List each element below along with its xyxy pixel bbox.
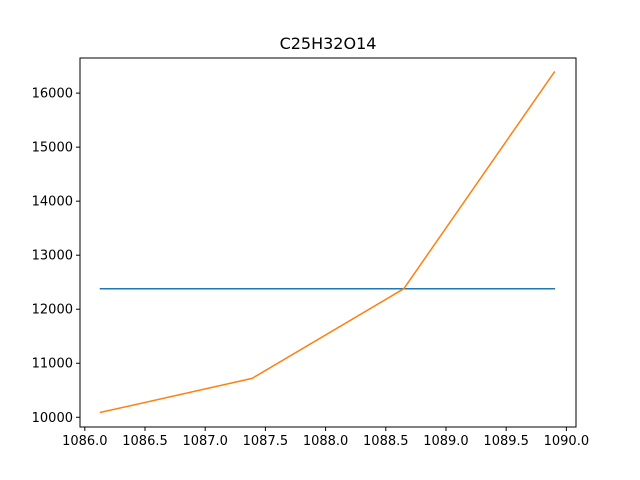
y-tick-label: 10000 bbox=[32, 411, 73, 426]
x-tick-label: 1087.5 bbox=[243, 434, 289, 449]
y-tick-label: 13000 bbox=[32, 249, 73, 264]
y-tick-label: 14000 bbox=[32, 195, 73, 210]
y-tick-label: 11000 bbox=[32, 357, 73, 372]
x-tick-label: 1086.5 bbox=[122, 434, 168, 449]
x-axis: 1086.0 1086.5 1087.0 1087.5 1088.0 1088.5 1089… bbox=[62, 427, 589, 449]
x-tick-label: 1090.0 bbox=[544, 434, 590, 449]
y-tick-label: 12000 bbox=[32, 303, 73, 318]
x-tick-label: 1088.5 bbox=[363, 434, 409, 449]
x-tick-label: 1087.0 bbox=[182, 434, 228, 449]
y-axis: 10000 11000 12000 13000 14000 15000 16000 bbox=[32, 87, 80, 426]
chart-title: C25H32O14 bbox=[280, 34, 377, 53]
x-tick-label: 1089.0 bbox=[423, 434, 469, 449]
series-line-2 bbox=[99, 71, 556, 414]
x-tick-label: 1089.5 bbox=[483, 434, 529, 449]
series-layer bbox=[99, 71, 556, 414]
plot-frame bbox=[79, 57, 577, 428]
x-tick-label: 1086.0 bbox=[62, 434, 108, 449]
y-tick-label: 16000 bbox=[32, 87, 73, 102]
y-tick-label: 15000 bbox=[32, 141, 73, 156]
x-tick-label: 1088.0 bbox=[303, 434, 349, 449]
